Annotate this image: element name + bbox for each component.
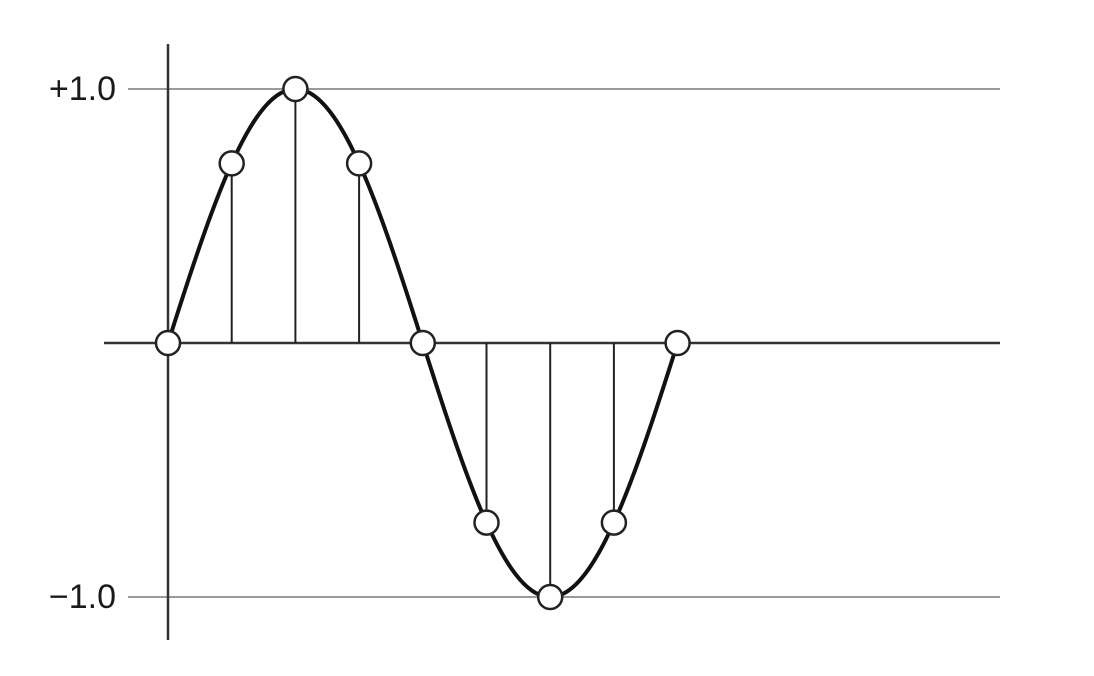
sample-point-2	[282, 75, 309, 103]
sample-point-1	[218, 150, 245, 177]
sample-point-8	[664, 329, 691, 357]
sample-point-5	[473, 509, 500, 536]
y-tick-label-0: +1.0	[49, 70, 116, 108]
marker-layer	[154, 75, 691, 611]
stem-layer	[230, 89, 615, 597]
gridline-layer	[128, 88, 1000, 598]
y-tick-label-1: −1.0	[49, 578, 116, 616]
tick-label-layer: +1.0 −1.0	[49, 70, 116, 616]
axis-layer	[104, 44, 1000, 640]
sample-point-3	[345, 150, 373, 177]
sample-point-6	[536, 583, 564, 611]
sample-point-7	[600, 509, 628, 536]
sample-point-4	[409, 329, 437, 357]
sample-point-0	[154, 329, 182, 357]
